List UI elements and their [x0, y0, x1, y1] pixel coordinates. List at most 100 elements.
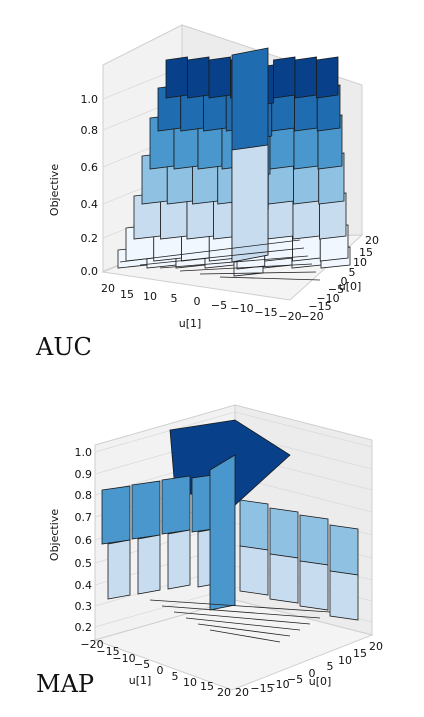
map-floor-line [173, 611, 311, 625]
auc-u1-tick-label: 15 [120, 288, 134, 301]
auc-u1-tick-label: 5 [171, 292, 178, 305]
map-z-tick-label: 0.6 [75, 534, 93, 547]
map-u0-tick-label: −5 [287, 673, 303, 686]
auc-z-tick-label: 0.8 [81, 124, 99, 137]
auc-u0-axis-label: u[0] [339, 280, 362, 293]
map-floor-line [209, 629, 281, 643]
map-surface-facet [107, 539, 131, 600]
auc-u1-tick-label: 10 [143, 290, 157, 303]
map-z-tick-label: 0.4 [75, 579, 93, 592]
map-z-tick-label: 0.9 [75, 468, 93, 481]
map-u1-axis-label: u[1] [129, 674, 152, 687]
map-u0-tick-label: 20 [235, 686, 249, 699]
map-floor-line [161, 605, 321, 619]
map-surface-facet [299, 514, 329, 566]
map-floor-line [149, 599, 331, 613]
map-u0-tick-label: −15 [250, 682, 273, 695]
auc-u0-tick-label: 0 [341, 275, 348, 288]
auc-u1-tick-label: −5 [211, 299, 227, 312]
auc-u0-tick-label: 20 [365, 234, 379, 247]
auc-surface-facet [294, 56, 317, 99]
auc-surface-facet [273, 56, 296, 99]
map-u1-ticks: −20−15−10−5 0 5 10 15 20 [80, 638, 231, 699]
auc-floor-line [219, 276, 321, 281]
auc-u0-tick-label: 15 [359, 246, 373, 259]
map-gridline [94, 411, 236, 453]
auc-u1-tick-label: −10 [230, 302, 253, 315]
auc-u0-tick-label: −10 [316, 292, 339, 305]
auc-u1-axis-label: u[1] [179, 317, 202, 330]
auc-u0-tick-label: 5 [349, 266, 356, 279]
map-surface-facet [131, 480, 161, 540]
map-u0-tick-label: 5 [327, 660, 334, 673]
map-surface-facet [299, 560, 329, 611]
map-z-axis-label: Objective [48, 509, 61, 561]
map-surface-facet [329, 524, 359, 576]
auc-u1-tick-label: −20 [278, 310, 301, 323]
auc-z-tick-label: 1.0 [81, 93, 99, 106]
map-surface-facet [137, 534, 161, 595]
map-surface-facet [269, 507, 299, 559]
map-surface-facet [101, 485, 131, 545]
auc-floor-line [119, 239, 301, 263]
auc-caption: AUC [36, 333, 92, 361]
map-z-tick-label: 0.2 [75, 621, 93, 634]
map-caption: MAP [36, 670, 95, 698]
map-u1-tick-label: 20 [217, 686, 231, 699]
map-z-tick-label: 0.5 [75, 557, 93, 570]
auc-u1-tick-label: 0 [194, 295, 201, 308]
map-u1-tick-label: −10 [112, 652, 135, 665]
auc-surface-facet [187, 56, 210, 99]
map-surface-facet [161, 475, 191, 535]
auc-z-tick-label: 0.2 [81, 232, 99, 245]
map-u0-tick-label: 0 [309, 667, 316, 680]
auc-z-tick-label: 0.6 [81, 161, 99, 174]
auc-z-tick-label: 0.0 [81, 265, 99, 278]
map-z-ticks: 1.0 0.9 0.8 0.7 0.6 0.5 0.4 0.3 0.2 [75, 446, 93, 634]
map-u0-tick-label: −10 [266, 678, 289, 691]
map-surface-facet [269, 553, 299, 604]
map-z-tick-label: 1.0 [75, 446, 93, 459]
map-floor-line [197, 623, 291, 637]
map-floor-line [185, 617, 301, 631]
auc-u0-tick-label: 10 [353, 256, 367, 269]
map-surface [101, 419, 359, 643]
auc-u1-tick-label: −15 [254, 306, 277, 319]
auc-floor-line [199, 271, 317, 275]
auc-surface-facet [316, 56, 339, 99]
map-surface-facet [329, 570, 359, 621]
auc-surface-facet [208, 56, 231, 99]
map-u0-tick-label: 10 [338, 654, 352, 667]
auc-floor-line [159, 255, 309, 269]
map-surface-facet [209, 454, 236, 611]
map-z-tick-label: 0.7 [75, 511, 93, 524]
auc-z-tick-label: 0.4 [81, 198, 99, 211]
auc-floor-line [179, 263, 313, 272]
auc-u1-ticks: 20 15 10 5 0 −5 −10 −15 −20 [101, 282, 302, 323]
map-u1-tick-label: −20 [80, 638, 103, 651]
map-chart: 1.0 0.9 0.8 0.7 0.6 0.5 0.4 0.3 0.2 Objective −2… [48, 404, 383, 699]
auc-surface [117, 47, 351, 281]
auc-u1-tick-label: 20 [101, 282, 115, 295]
map-u1-tick-label: 10 [183, 676, 197, 689]
map-surface-facet [239, 545, 269, 596]
map-u0-axis-label: u[0] [309, 675, 332, 688]
auc-z-axis-label: Objective [48, 164, 61, 216]
map-surface-facet [239, 499, 269, 551]
auc-chart: 1.00.80.60.40.20.0 Objective 20 15 10 5 0 −5−… [48, 24, 379, 330]
map-u1-tick-label: 0 [157, 664, 164, 677]
auc-surface-facet [165, 56, 188, 99]
auc-z-ticks: 1.0 0.8 0.6 0.4 0.2 0.0 [81, 93, 99, 278]
auc-surface-facet [231, 144, 269, 263]
auc-u0-tick-label: −20 [300, 310, 323, 323]
map-u0-tick-label: 20 [369, 640, 383, 653]
auc-u0-tick-label: −15 [308, 300, 331, 313]
map-surface-facet [167, 529, 191, 590]
map-u1-tick-label: −5 [134, 658, 150, 671]
map-u1-tick-label: 15 [200, 680, 214, 693]
auc-floor-line [139, 247, 305, 266]
map-u1-tick-label: 5 [172, 670, 179, 683]
